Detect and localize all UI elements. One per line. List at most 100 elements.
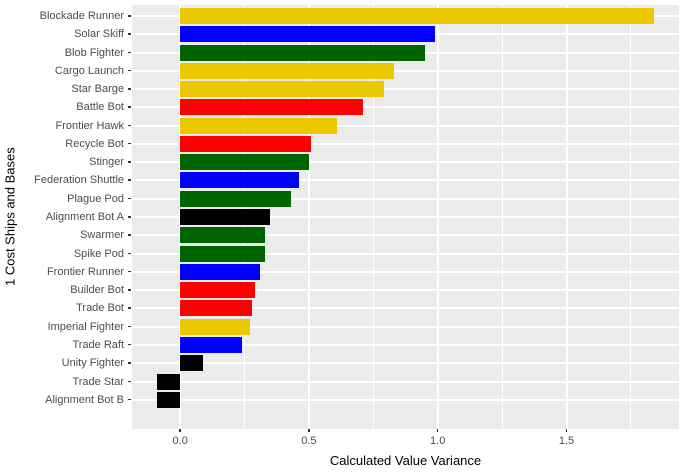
y-gridline (132, 124, 679, 127)
bar-alignment-bot-b (157, 391, 181, 408)
y-tick-label: Trade Bot (76, 302, 124, 315)
bar-plague-pod (180, 190, 291, 207)
y-tick-mark (128, 161, 131, 163)
y-tick-mark (128, 51, 131, 53)
y-gridline (132, 362, 679, 365)
y-tick-mark (128, 33, 131, 35)
y-tick-mark (128, 307, 131, 309)
x-minor-gridline (372, 5, 374, 429)
bar-frontier-runner (180, 263, 260, 280)
bar-blockade-runner (180, 8, 655, 24)
y-tick-mark (128, 362, 131, 364)
y-gridline (132, 216, 679, 218)
y-tick-label: Solar Skiff (74, 28, 124, 41)
y-tick-label: Battle Bot (76, 101, 124, 114)
bar-unity-fighter (180, 355, 204, 372)
y-tick-label: Plague Pod (67, 192, 124, 205)
y-gridline (132, 179, 679, 182)
y-tick-mark (128, 197, 131, 200)
y-tick-mark (128, 398, 131, 401)
y-tick-mark (128, 124, 131, 127)
y-tick-label: Blockade Runner (39, 10, 124, 22)
y-gridline (132, 289, 679, 292)
y-tick-label: Builder Bot (70, 284, 124, 297)
bar-stinger (180, 154, 309, 171)
y-gridline (132, 88, 679, 91)
y-gridline (132, 307, 679, 310)
y-tick-label: Star Barge (71, 83, 124, 96)
x-tick-label: 1.5 (558, 435, 575, 447)
bar-recycle-bot (180, 135, 312, 152)
y-tick-label: Spike Pod (73, 247, 124, 260)
y-tick-label: Federation Shuttle (34, 174, 124, 187)
y-tick-label: Trade Star (72, 375, 124, 388)
x-tick-mark (179, 429, 181, 432)
y-tick-label: Blob Fighter (64, 46, 124, 59)
y-gridline (132, 197, 679, 200)
y-tick-mark (128, 252, 131, 255)
bar-cargo-launch (180, 62, 394, 79)
y-tick-mark (128, 69, 131, 72)
y-tick-label: Alignment Bot A (45, 211, 124, 223)
y-tick-label: Frontier Hawk (55, 119, 124, 132)
x-tick-mark (565, 429, 568, 432)
y-tick-mark (128, 234, 131, 236)
bar-solar-skiff (180, 26, 436, 43)
y-tick-mark (128, 343, 131, 346)
y-tick-label: Cargo Launch (54, 64, 124, 77)
y-gridline (132, 270, 679, 273)
x-major-gridline (565, 5, 568, 429)
y-tick-mark (128, 380, 131, 382)
x-tick-label: 0.5 (301, 435, 317, 447)
y-tick-mark (128, 15, 131, 17)
y-tick-label: Alignment Bot B (45, 393, 124, 406)
y-tick-label: Recycle Bot (65, 137, 124, 150)
x-major-gridline (307, 5, 310, 429)
y-tick-label: Frontier Runner (46, 265, 124, 278)
x-tick-label: 0.0 (172, 435, 188, 447)
bar-battle-bot (180, 99, 363, 116)
y-tick-label: Trade Raft (72, 338, 124, 351)
bar-alignment-bot-a (180, 209, 271, 225)
y-tick-mark (128, 270, 131, 273)
x-minor-gridline (630, 5, 632, 429)
x-tick-mark (436, 429, 439, 432)
bar-swarmer (180, 227, 266, 244)
bar-builder-bot (180, 282, 255, 299)
y-gridline (132, 252, 679, 255)
bar-trade-raft (180, 336, 242, 353)
x-tick-label: 1.0 (430, 435, 446, 447)
y-tick-mark (128, 325, 131, 328)
y-tick-mark (128, 88, 131, 90)
plot-panel (132, 5, 679, 429)
y-tick-mark (128, 289, 131, 291)
x-tick-mark (308, 429, 310, 432)
y-tick-mark (128, 142, 131, 145)
y-tick-label: Stinger (89, 156, 124, 169)
bar-frontier-hawk (180, 117, 338, 134)
bar-trade-star (157, 373, 181, 390)
y-gridline (132, 142, 679, 145)
y-gridline (132, 69, 679, 72)
y-gridline (132, 343, 679, 346)
x-major-gridline (436, 5, 439, 429)
y-tick-label: Unity Fighter (61, 357, 124, 370)
y-gridline (132, 234, 679, 237)
y-tick-label: Swarmer (79, 229, 124, 242)
y-gridline (132, 398, 679, 401)
bar-blob-fighter (180, 44, 425, 61)
x-axis-title: Calculated Value Variance (329, 453, 482, 468)
y-gridline (132, 161, 679, 164)
bar-trade-bot (180, 300, 253, 317)
bar-imperial-fighter (180, 318, 250, 335)
y-gridline (132, 106, 679, 109)
bar-star-barge (180, 81, 384, 98)
y-tick-mark (128, 106, 131, 108)
bar-spike-pod (180, 245, 266, 262)
y-tick-label: Imperial Fighter (47, 320, 124, 333)
y-gridline (132, 325, 679, 328)
y-gridline (132, 380, 679, 383)
y-tick-mark (128, 216, 131, 218)
bar-federation-shuttle (180, 172, 299, 189)
